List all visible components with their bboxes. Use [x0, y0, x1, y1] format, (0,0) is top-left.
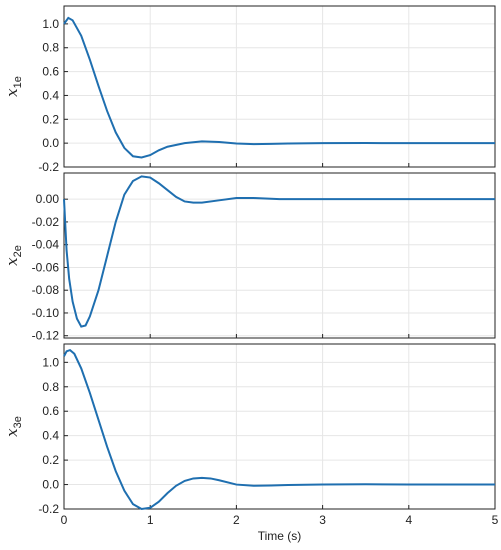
y-tick-label: 0.8	[42, 41, 59, 55]
y-tick-label: -0.2	[38, 502, 59, 516]
y-tick-label: 0.6	[42, 65, 59, 79]
series-line	[63, 175, 495, 328]
y-axis-label: x2e	[3, 245, 24, 266]
y-axis-label: x1e	[3, 76, 24, 97]
x-tick-label: 0	[61, 513, 68, 527]
y-axis-label-main: x	[3, 428, 21, 437]
y-axis-label-subscript: 2e	[12, 245, 24, 257]
series-line	[63, 16, 495, 159]
y-axis-label-main: x	[3, 88, 21, 97]
y-tick-label: -0.02	[32, 215, 60, 229]
subplot-3: -0.2 0.0 0.2 0.4 0.6 0.8 1.0 x3e 0 1 2 3 4 5 Time (s)	[3, 343, 499, 543]
y-tick-label: 0.2	[42, 112, 59, 126]
y-axis-label-subscript: 3e	[12, 416, 24, 428]
x-tick-label: 2	[233, 513, 240, 527]
subplot-2: -0.12 -0.10 -0.08 -0.06 -0.04 -0.02 0.00 x2e	[3, 172, 496, 343]
series-line	[63, 348, 495, 511]
y-tick-label: 0.4	[42, 88, 59, 102]
y-axis-label: x3e	[3, 416, 24, 437]
y-tick-label: -0.06	[32, 260, 60, 274]
x-tick-label: 3	[319, 513, 326, 527]
y-tick-label: 1.0	[42, 17, 59, 31]
y-tick-label: 0.0	[42, 478, 59, 492]
y-tick-label: -0.08	[32, 283, 60, 297]
y-tick-label: 0.6	[42, 404, 59, 418]
x-tick-label: 5	[492, 513, 499, 527]
y-tick-label: 0.0	[42, 136, 59, 150]
y-tick-label: -0.12	[32, 329, 60, 343]
y-tick-label: 0.2	[42, 453, 59, 467]
y-tick-label: 0.00	[36, 192, 60, 206]
x-axis-label: Time (s)	[258, 529, 302, 543]
axes-frame	[63, 172, 496, 339]
subplot-1: -0.2 0.0 0.2 0.4 0.6 0.8 1.0 x1e	[3, 5, 496, 174]
y-tick-label: 1.0	[42, 355, 59, 369]
y-tick-label: -0.10	[32, 306, 60, 320]
y-tick-label: -0.2	[38, 160, 59, 174]
axes-frame	[63, 5, 496, 168]
y-tick-label: 0.4	[42, 429, 59, 443]
y-tick-label: -0.04	[32, 238, 60, 252]
x-tick-label: 1	[147, 513, 154, 527]
y-tick-label: 0.8	[42, 380, 59, 394]
y-axis-label-main: x	[3, 257, 21, 266]
axes-frame	[63, 343, 496, 510]
x-tick-label: 4	[405, 513, 412, 527]
y-axis-label-subscript: 1e	[12, 76, 24, 88]
